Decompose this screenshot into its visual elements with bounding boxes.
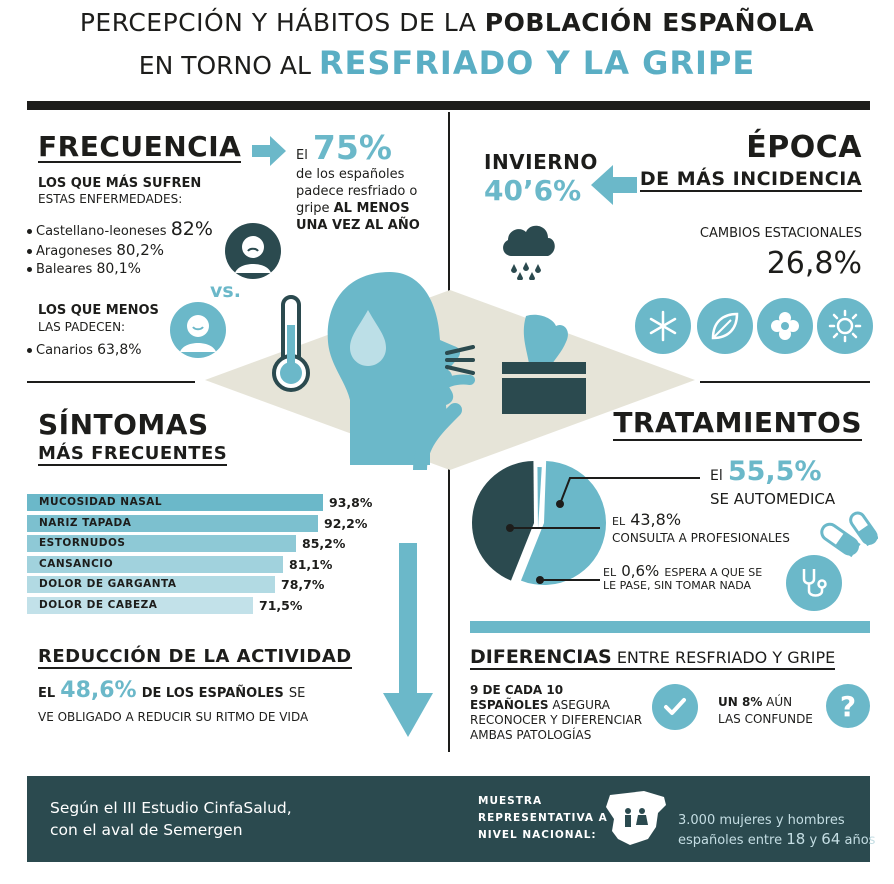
season-label: INVIERNO	[484, 150, 598, 174]
spain-map-icon	[606, 791, 666, 845]
reduccion-text: VE OBLIGADO A REDUCIR SU RITMO DE VIDA	[38, 710, 309, 724]
flower-icon	[757, 298, 813, 354]
diferencias-left-text: 9 DE CADA 10 ESPAÑOLES ASEGURA RECONOCER…	[470, 683, 643, 742]
bar-value: 85,2%	[302, 536, 346, 551]
bar-4: DOLOR DE GARGANTA 78,7%	[27, 576, 324, 593]
least-heading: LOS QUE MENOS	[38, 303, 159, 318]
bar-2: ESTORNUDOS 85,2%	[27, 535, 345, 552]
stat-value: 75%	[312, 128, 392, 167]
sneezing-head-icon	[327, 272, 475, 470]
header-divider	[27, 101, 870, 110]
bar-value: 81,1%	[289, 557, 333, 572]
wait-label: LE PASE, SIN TOMAR NADA	[603, 579, 751, 592]
pills-icon	[820, 511, 878, 558]
section-title-reduccion: REDUCCIÓN DE LA ACTIVIDAD	[38, 646, 352, 669]
least-sub: LAS PADECEN:	[38, 320, 126, 334]
stat-75-text: de los españoles padece resfriado o grip…	[296, 167, 420, 233]
bar-value: 93,8%	[329, 495, 373, 510]
bar-label: DOLOR DE CABEZA	[39, 599, 158, 611]
most-list: Castellano-leoneses 82% Aragoneses 80,2%…	[27, 218, 213, 277]
section-title-diferencias: DIFERENCIAS ENTRE RESFRIADO Y GRIPE	[470, 646, 836, 670]
bar-label: ESTORNUDOS	[39, 537, 126, 549]
leaf-icon	[697, 298, 753, 354]
footer-panel	[27, 776, 870, 862]
bar-1: NARIZ TAPADA 92,2%	[27, 515, 367, 532]
vs-label: vs.	[210, 280, 241, 302]
bar-label: DOLOR DE GARGANTA	[39, 578, 177, 590]
arrow-right-icon	[252, 136, 286, 166]
arrow-down-icon	[383, 543, 433, 737]
bar-label: CANSANCIO	[39, 558, 114, 570]
section-subtitle-epoca: DE MÁS INCIDENCIA	[639, 168, 862, 192]
bar-3: CANSANCIO 81,1%	[27, 556, 332, 573]
section-title-tratamientos: TRATAMIENTOS	[613, 406, 862, 441]
most-heading: LOS QUE MÁS SUFREN	[38, 176, 202, 191]
sad-face-icon	[225, 223, 281, 279]
bar-5: DOLOR DE CABEZA 71,5%	[27, 597, 302, 614]
happy-face-icon	[170, 302, 226, 358]
bar-0: MUCOSIDAD NASAL 93,8%	[27, 494, 372, 511]
section-title-sintomas: SÍNTOMAS	[38, 408, 209, 441]
diferencias-bar	[470, 621, 870, 633]
left-separator	[27, 381, 195, 383]
bar-value: 78,7%	[281, 577, 325, 592]
page-title-line2: EN TORNO AL RESFRIADO Y LA GRIPE	[0, 44, 894, 82]
tissue-box-icon	[502, 314, 586, 414]
list-item: Castellano-leoneses 82%	[27, 218, 213, 240]
list-item: Baleares 80,1%	[27, 261, 213, 277]
sneeze-lines-icon	[445, 345, 475, 375]
diferencias-right-text: UN 8% AÚN LAS CONFUNDE	[718, 695, 813, 726]
changes-label: CAMBIOS ESTACIONALES	[699, 226, 862, 241]
section-title-frecuencia: FRECUENCIA	[38, 130, 242, 164]
callout-lines	[506, 477, 700, 584]
thermometer-icon	[272, 295, 310, 392]
most-sub: ESTAS ENFERMEDADES:	[38, 192, 183, 206]
rain-cloud-icon	[503, 225, 555, 280]
list-item: Canarios 63,8%	[27, 342, 142, 358]
page-title-line1: PERCEPCIÓN Y HÁBITOS DE LA POBLACIÓN ESP…	[0, 8, 894, 37]
stat-75: El 75%	[296, 128, 392, 167]
stethoscope-icon	[786, 555, 842, 611]
bar-label: MUCOSIDAD NASAL	[39, 496, 163, 508]
wait-stat: EL 0,6% ESPERA A QUE SE	[603, 562, 763, 580]
right-separator	[700, 381, 870, 383]
pie-slice-0	[520, 461, 606, 585]
footer-source: Según el III Estudio CinfaSalud, con el …	[50, 799, 292, 839]
section-title-epoca: ÉPOCA	[746, 130, 862, 165]
footer-sample: MUESTRA REPRESENTATIVA A NIVEL NACIONAL:	[478, 795, 608, 841]
prof-label: CONSULTA A PROFESIONALES	[612, 531, 790, 545]
treatment-pie-chart	[472, 461, 606, 585]
bar-value: 71,5%	[259, 598, 303, 613]
title-highlight: RESFRIADO Y LA GRIPE	[318, 44, 756, 82]
auto-stat: El 55,5%	[710, 456, 822, 487]
bar-label: NARIZ TAPADA	[39, 517, 132, 529]
snowflake-icon	[635, 298, 691, 354]
list-item: Aragoneses 80,2%	[27, 241, 213, 259]
sun-icon	[817, 298, 873, 354]
pie-slice-2	[537, 467, 542, 529]
section-subtitle-sintomas: MÁS FRECUENTES	[38, 443, 228, 466]
reduccion-stat: EL 48,6% DE LOS ESPAÑOLES SE	[38, 678, 306, 703]
title-light: PERCEPCIÓN Y HÁBITOS DE LA	[79, 8, 485, 37]
footer-detail: 3.000 mujeres y hombres españoles entre …	[678, 813, 876, 848]
prof-stat: EL 43,8%	[612, 510, 682, 529]
symptoms-bar-chart: MUCOSIDAD NASAL 93,8% NARIZ TAPADA 92,2% EST…	[27, 494, 417, 618]
season-value: 40’6%	[484, 174, 582, 207]
auto-label: SE AUTOMEDICA	[710, 490, 836, 508]
arrow-left-icon	[591, 165, 637, 205]
changes-value: 26,8%	[766, 246, 862, 281]
stat-value: 48,6%	[60, 678, 137, 703]
pie-slice-1	[472, 461, 534, 581]
title-bold: POBLACIÓN ESPAÑOLA	[484, 8, 815, 37]
title-light: EN TORNO AL	[138, 51, 319, 80]
bar-value: 92,2%	[324, 516, 368, 531]
question-icon: ?	[826, 684, 870, 728]
check-icon	[652, 684, 698, 730]
